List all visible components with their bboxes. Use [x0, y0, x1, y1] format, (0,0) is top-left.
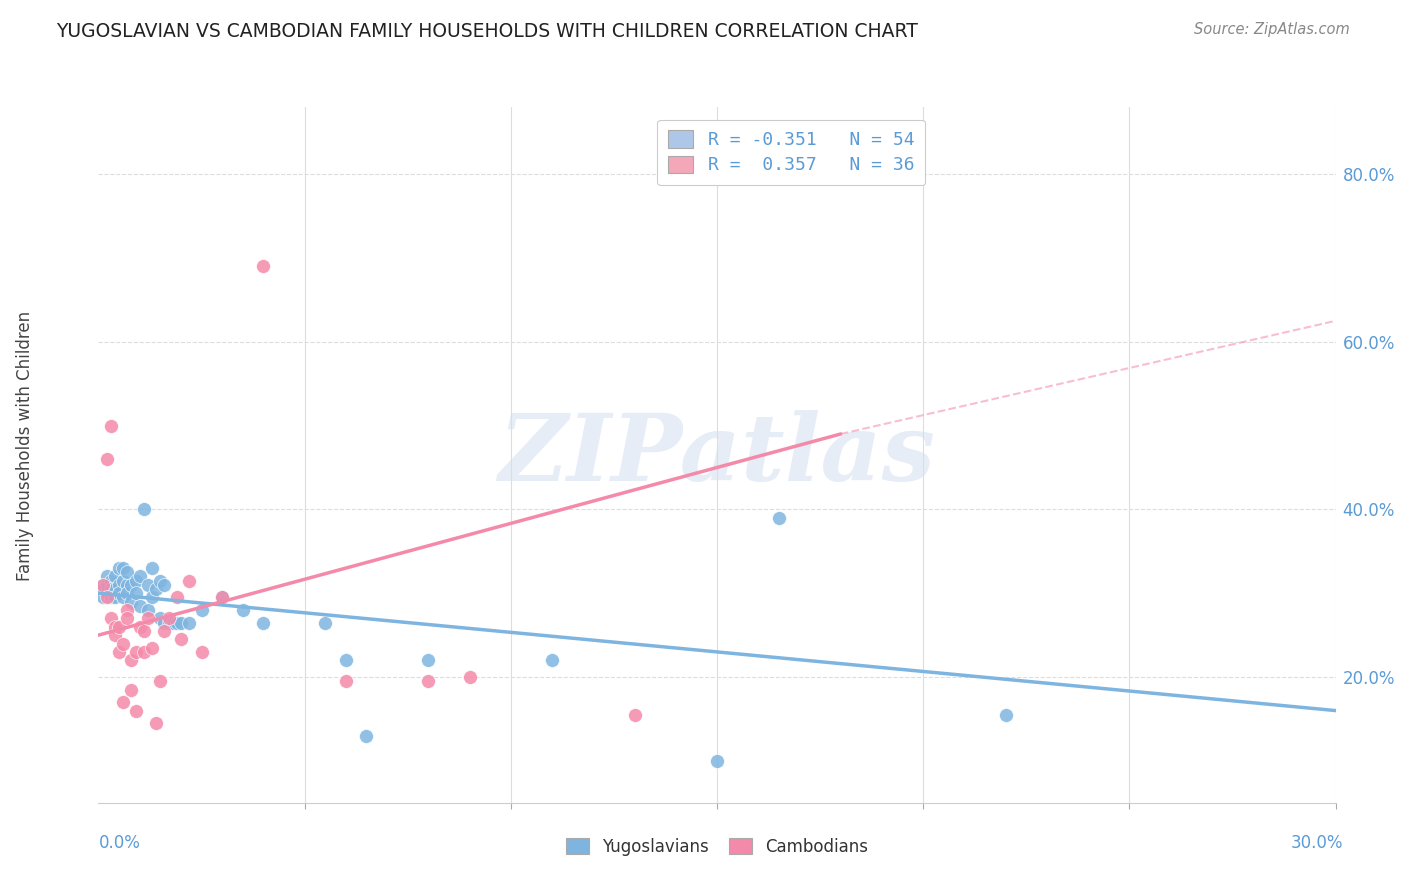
Point — [104, 628, 127, 642]
Point — [145, 716, 167, 731]
Point — [120, 653, 142, 667]
Point — [104, 582, 127, 596]
Point — [108, 586, 131, 600]
Point — [153, 615, 176, 630]
Point — [91, 578, 114, 592]
Point — [153, 578, 176, 592]
Point — [124, 574, 146, 588]
Point — [120, 578, 142, 592]
Point — [170, 632, 193, 647]
Point — [108, 561, 131, 575]
Point — [994, 707, 1017, 722]
Point — [541, 653, 564, 667]
Text: 0.0%: 0.0% — [98, 834, 141, 852]
Point — [141, 640, 163, 655]
Point — [117, 611, 139, 625]
Point — [132, 624, 155, 638]
Point — [128, 569, 150, 583]
Point — [124, 704, 146, 718]
Point — [112, 636, 135, 650]
Point — [211, 591, 233, 605]
Text: Family Households with Children: Family Households with Children — [17, 311, 34, 581]
Point — [179, 615, 201, 630]
Legend: Yugoslavians, Cambodians: Yugoslavians, Cambodians — [557, 830, 877, 864]
Point — [136, 578, 159, 592]
Text: YUGOSLAVIAN VS CAMBODIAN FAMILY HOUSEHOLDS WITH CHILDREN CORRELATION CHART: YUGOSLAVIAN VS CAMBODIAN FAMILY HOUSEHOL… — [56, 22, 918, 41]
Point — [96, 586, 118, 600]
Text: 30.0%: 30.0% — [1291, 834, 1343, 852]
Point — [112, 695, 135, 709]
Point — [149, 674, 172, 689]
Point — [162, 615, 184, 630]
Point — [100, 582, 122, 596]
Point — [157, 611, 180, 625]
Point — [190, 603, 212, 617]
Point — [141, 591, 163, 605]
Point — [96, 569, 118, 583]
Point — [458, 670, 481, 684]
Point — [136, 611, 159, 625]
Point — [418, 653, 440, 667]
Point — [108, 620, 131, 634]
Point — [91, 591, 114, 605]
Point — [768, 510, 790, 524]
Point — [112, 574, 135, 588]
Point — [314, 615, 336, 630]
Point — [100, 574, 122, 588]
Point — [112, 561, 135, 575]
Point — [252, 615, 274, 630]
Point — [132, 502, 155, 516]
Point — [104, 620, 127, 634]
Point — [124, 586, 146, 600]
Point — [166, 591, 188, 605]
Point — [96, 452, 118, 467]
Point — [91, 582, 114, 596]
Point — [335, 653, 357, 667]
Point — [252, 260, 274, 274]
Point — [623, 707, 645, 722]
Point — [128, 599, 150, 613]
Point — [211, 591, 233, 605]
Point — [100, 591, 122, 605]
Point — [120, 682, 142, 697]
Point — [117, 603, 139, 617]
Point — [356, 729, 378, 743]
Point — [108, 645, 131, 659]
Point — [706, 754, 728, 768]
Point — [132, 645, 155, 659]
Text: Source: ZipAtlas.com: Source: ZipAtlas.com — [1194, 22, 1350, 37]
Point — [141, 561, 163, 575]
Point — [128, 620, 150, 634]
Point — [149, 611, 172, 625]
Point — [149, 574, 172, 588]
Text: ZIPatlas: ZIPatlas — [499, 410, 935, 500]
Point — [100, 418, 122, 433]
Point — [104, 591, 127, 605]
Point — [179, 574, 201, 588]
Point — [190, 645, 212, 659]
Point — [108, 578, 131, 592]
Point — [91, 578, 114, 592]
Point — [96, 578, 118, 592]
Point — [117, 578, 139, 592]
Point — [117, 586, 139, 600]
Point — [232, 603, 254, 617]
Point — [157, 615, 180, 630]
Point — [335, 674, 357, 689]
Point — [418, 674, 440, 689]
Point — [96, 591, 118, 605]
Point — [104, 569, 127, 583]
Point — [136, 603, 159, 617]
Point — [120, 594, 142, 608]
Point — [170, 615, 193, 630]
Point — [117, 566, 139, 580]
Point — [124, 645, 146, 659]
Point — [100, 611, 122, 625]
Point — [145, 582, 167, 596]
Point — [153, 624, 176, 638]
Point — [112, 591, 135, 605]
Point — [166, 615, 188, 630]
